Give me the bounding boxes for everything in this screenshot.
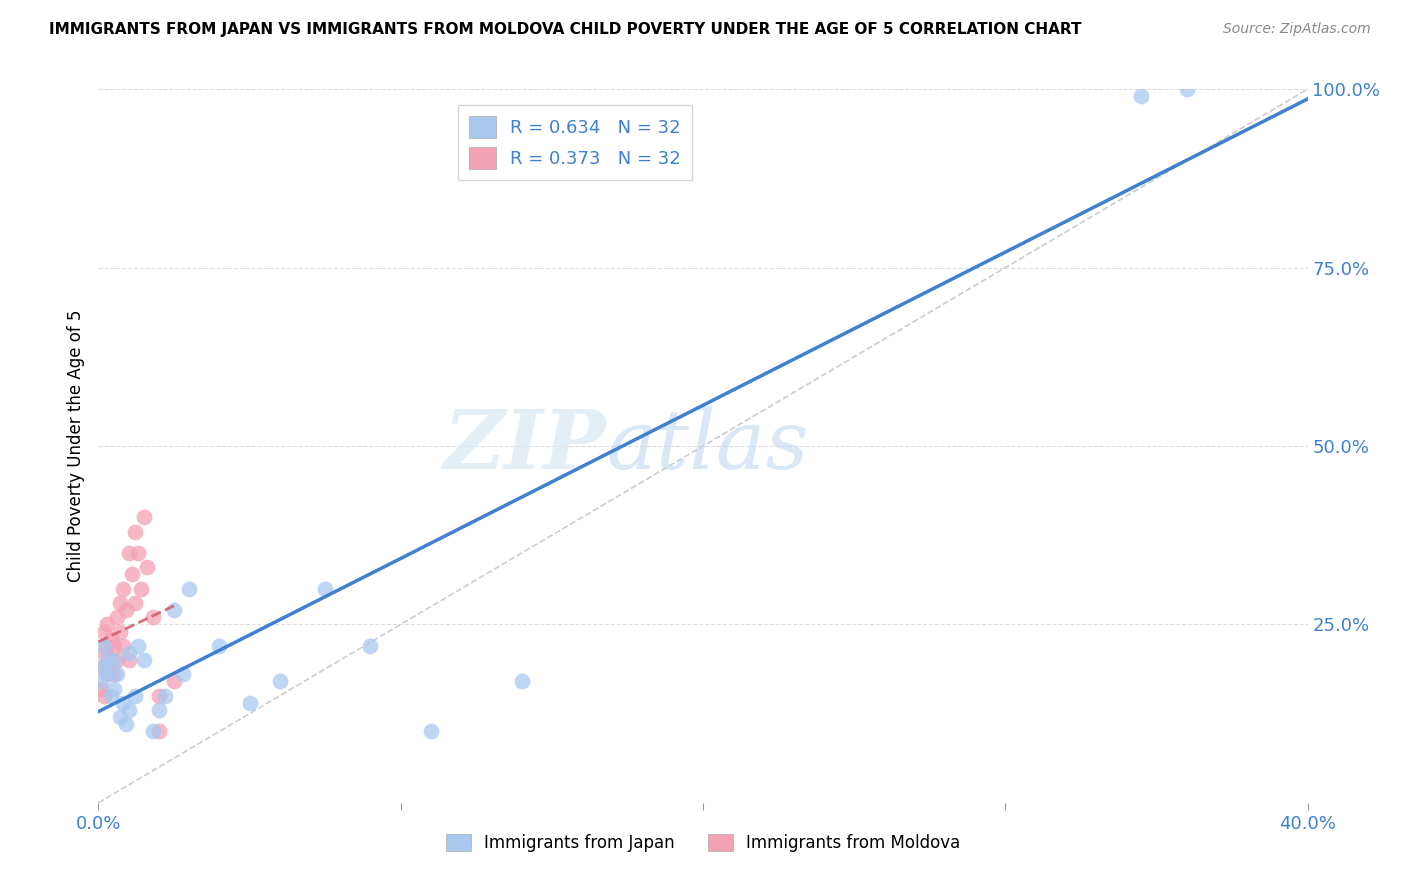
- Immigrants from Moldova: [93, 646, 115, 660]
- Immigrants from Moldova: [163, 674, 186, 689]
- Immigrants from Japan: [93, 639, 115, 653]
- Immigrants from Moldova: [96, 639, 118, 653]
- Immigrants from Moldova: [132, 510, 155, 524]
- Immigrants from Japan: [114, 717, 136, 731]
- Immigrants from Moldova: [90, 681, 112, 696]
- Immigrants from Moldova: [103, 667, 125, 681]
- Immigrants from Japan: [360, 639, 382, 653]
- Immigrants from Moldova: [124, 524, 146, 539]
- Immigrants from Japan: [142, 724, 165, 739]
- Immigrants from Moldova: [111, 639, 134, 653]
- Immigrants from Moldova: [129, 582, 152, 596]
- Immigrants from Japan: [420, 724, 443, 739]
- Immigrants from Japan: [124, 689, 146, 703]
- Immigrants from Japan: [163, 603, 186, 617]
- Immigrants from Japan: [111, 696, 134, 710]
- Immigrants from Japan: [96, 653, 118, 667]
- Immigrants from Moldova: [108, 624, 131, 639]
- Immigrants from Japan: [96, 667, 118, 681]
- Immigrants from Moldova: [142, 610, 165, 624]
- Immigrants from Japan: [118, 646, 141, 660]
- Immigrants from Japan: [105, 667, 128, 681]
- Immigrants from Japan: [239, 696, 262, 710]
- Immigrants from Moldova: [124, 596, 146, 610]
- Immigrants from Japan: [269, 674, 291, 689]
- Immigrants from Moldova: [148, 689, 170, 703]
- Immigrants from Moldova: [135, 560, 157, 574]
- Immigrants from Japan: [208, 639, 231, 653]
- Immigrants from Japan: [179, 582, 201, 596]
- Immigrants from Moldova: [148, 724, 170, 739]
- Immigrants from Japan: [103, 653, 125, 667]
- Text: atlas: atlas: [606, 406, 808, 486]
- Immigrants from Japan: [148, 703, 170, 717]
- Immigrants from Japan: [108, 710, 131, 724]
- Immigrants from Moldova: [93, 689, 115, 703]
- Immigrants from Moldova: [105, 610, 128, 624]
- Immigrants from Moldova: [121, 567, 143, 582]
- Immigrants from Moldova: [111, 582, 134, 596]
- Immigrants from Moldova: [114, 603, 136, 617]
- Y-axis label: Child Poverty Under the Age of 5: Child Poverty Under the Age of 5: [66, 310, 84, 582]
- Text: Source: ZipAtlas.com: Source: ZipAtlas.com: [1223, 22, 1371, 37]
- Immigrants from Japan: [132, 653, 155, 667]
- Immigrants from Japan: [100, 689, 122, 703]
- Immigrants from Japan: [118, 703, 141, 717]
- Immigrants from Moldova: [100, 632, 122, 646]
- Text: IMMIGRANTS FROM JAPAN VS IMMIGRANTS FROM MOLDOVA CHILD POVERTY UNDER THE AGE OF : IMMIGRANTS FROM JAPAN VS IMMIGRANTS FROM…: [49, 22, 1081, 37]
- Immigrants from Moldova: [108, 596, 131, 610]
- Legend: Immigrants from Japan, Immigrants from Moldova: Immigrants from Japan, Immigrants from M…: [439, 827, 967, 859]
- Immigrants from Moldova: [90, 660, 112, 674]
- Immigrants from Moldova: [93, 624, 115, 639]
- Immigrants from Japan: [172, 667, 194, 681]
- Immigrants from Japan: [127, 639, 149, 653]
- Immigrants from Moldova: [96, 617, 118, 632]
- Text: ZIP: ZIP: [444, 406, 606, 486]
- Immigrants from Japan: [93, 660, 115, 674]
- Immigrants from Japan: [314, 582, 336, 596]
- Immigrants from Moldova: [118, 653, 141, 667]
- Immigrants from Moldova: [96, 667, 118, 681]
- Immigrants from Japan: [90, 674, 112, 689]
- Immigrants from Moldova: [118, 546, 141, 560]
- Immigrants from Japan: [103, 681, 125, 696]
- Immigrants from Japan: [510, 674, 533, 689]
- Immigrants from Japan: [153, 689, 176, 703]
- Immigrants from Moldova: [100, 653, 122, 667]
- Immigrants from Japan: [1175, 82, 1198, 96]
- Immigrants from Moldova: [103, 639, 125, 653]
- Immigrants from Moldova: [105, 653, 128, 667]
- Immigrants from Moldova: [127, 546, 149, 560]
- Immigrants from Japan: [1130, 89, 1153, 103]
